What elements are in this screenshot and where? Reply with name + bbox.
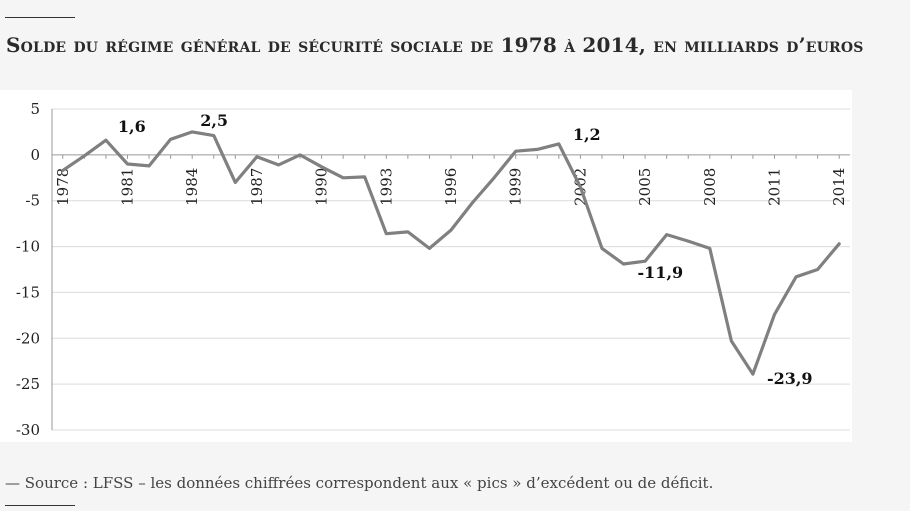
chart-title: Solde du régime général de sécurité soci… (6, 33, 864, 57)
x-tick-label: 2005 (636, 168, 654, 206)
y-tick-label: 0 (30, 146, 40, 164)
y-tick-label: -5 (25, 192, 40, 210)
data-label: 2,5 (200, 111, 228, 130)
chart-area: 5 0 -5 -10 -15 -20 -25 -30 1978 1981 1984 1987 1990 1… (0, 90, 852, 442)
x-tick-label: 2014 (830, 168, 848, 206)
x-tick-label: 1981 (118, 168, 136, 206)
y-tick-label: -10 (16, 238, 40, 256)
x-tick-label: 1993 (377, 168, 395, 206)
y-tick-label: 5 (30, 100, 40, 118)
x-tick-label: 1999 (507, 168, 525, 206)
line-chart: 5 0 -5 -10 -15 -20 -25 -30 1978 1981 1984 1987 1990 1… (16, 100, 850, 439)
series-line (61, 130, 841, 376)
y-tick-label: -30 (16, 421, 40, 439)
y-tick-label: -20 (16, 329, 40, 347)
bottom-rule (5, 505, 75, 506)
x-tick-label: 1996 (442, 168, 460, 206)
data-label: 1,6 (118, 117, 146, 136)
y-tick-label: -25 (16, 375, 40, 393)
x-tick-label: 1984 (183, 168, 201, 206)
x-tick-label: 1978 (54, 168, 72, 206)
data-label: -23,9 (767, 369, 813, 388)
x-tick-label: 1990 (313, 168, 331, 206)
y-tick-label: -15 (16, 283, 40, 301)
data-label: -11,9 (638, 263, 684, 282)
source-note: — Source : LFSS – les données chiffrées … (5, 474, 714, 492)
x-tick-label: 1987 (248, 168, 266, 206)
x-tick-label: 2008 (701, 168, 719, 206)
x-tick-label: 2011 (766, 168, 784, 206)
top-rule (5, 17, 75, 18)
data-label: 1,2 (573, 125, 601, 144)
